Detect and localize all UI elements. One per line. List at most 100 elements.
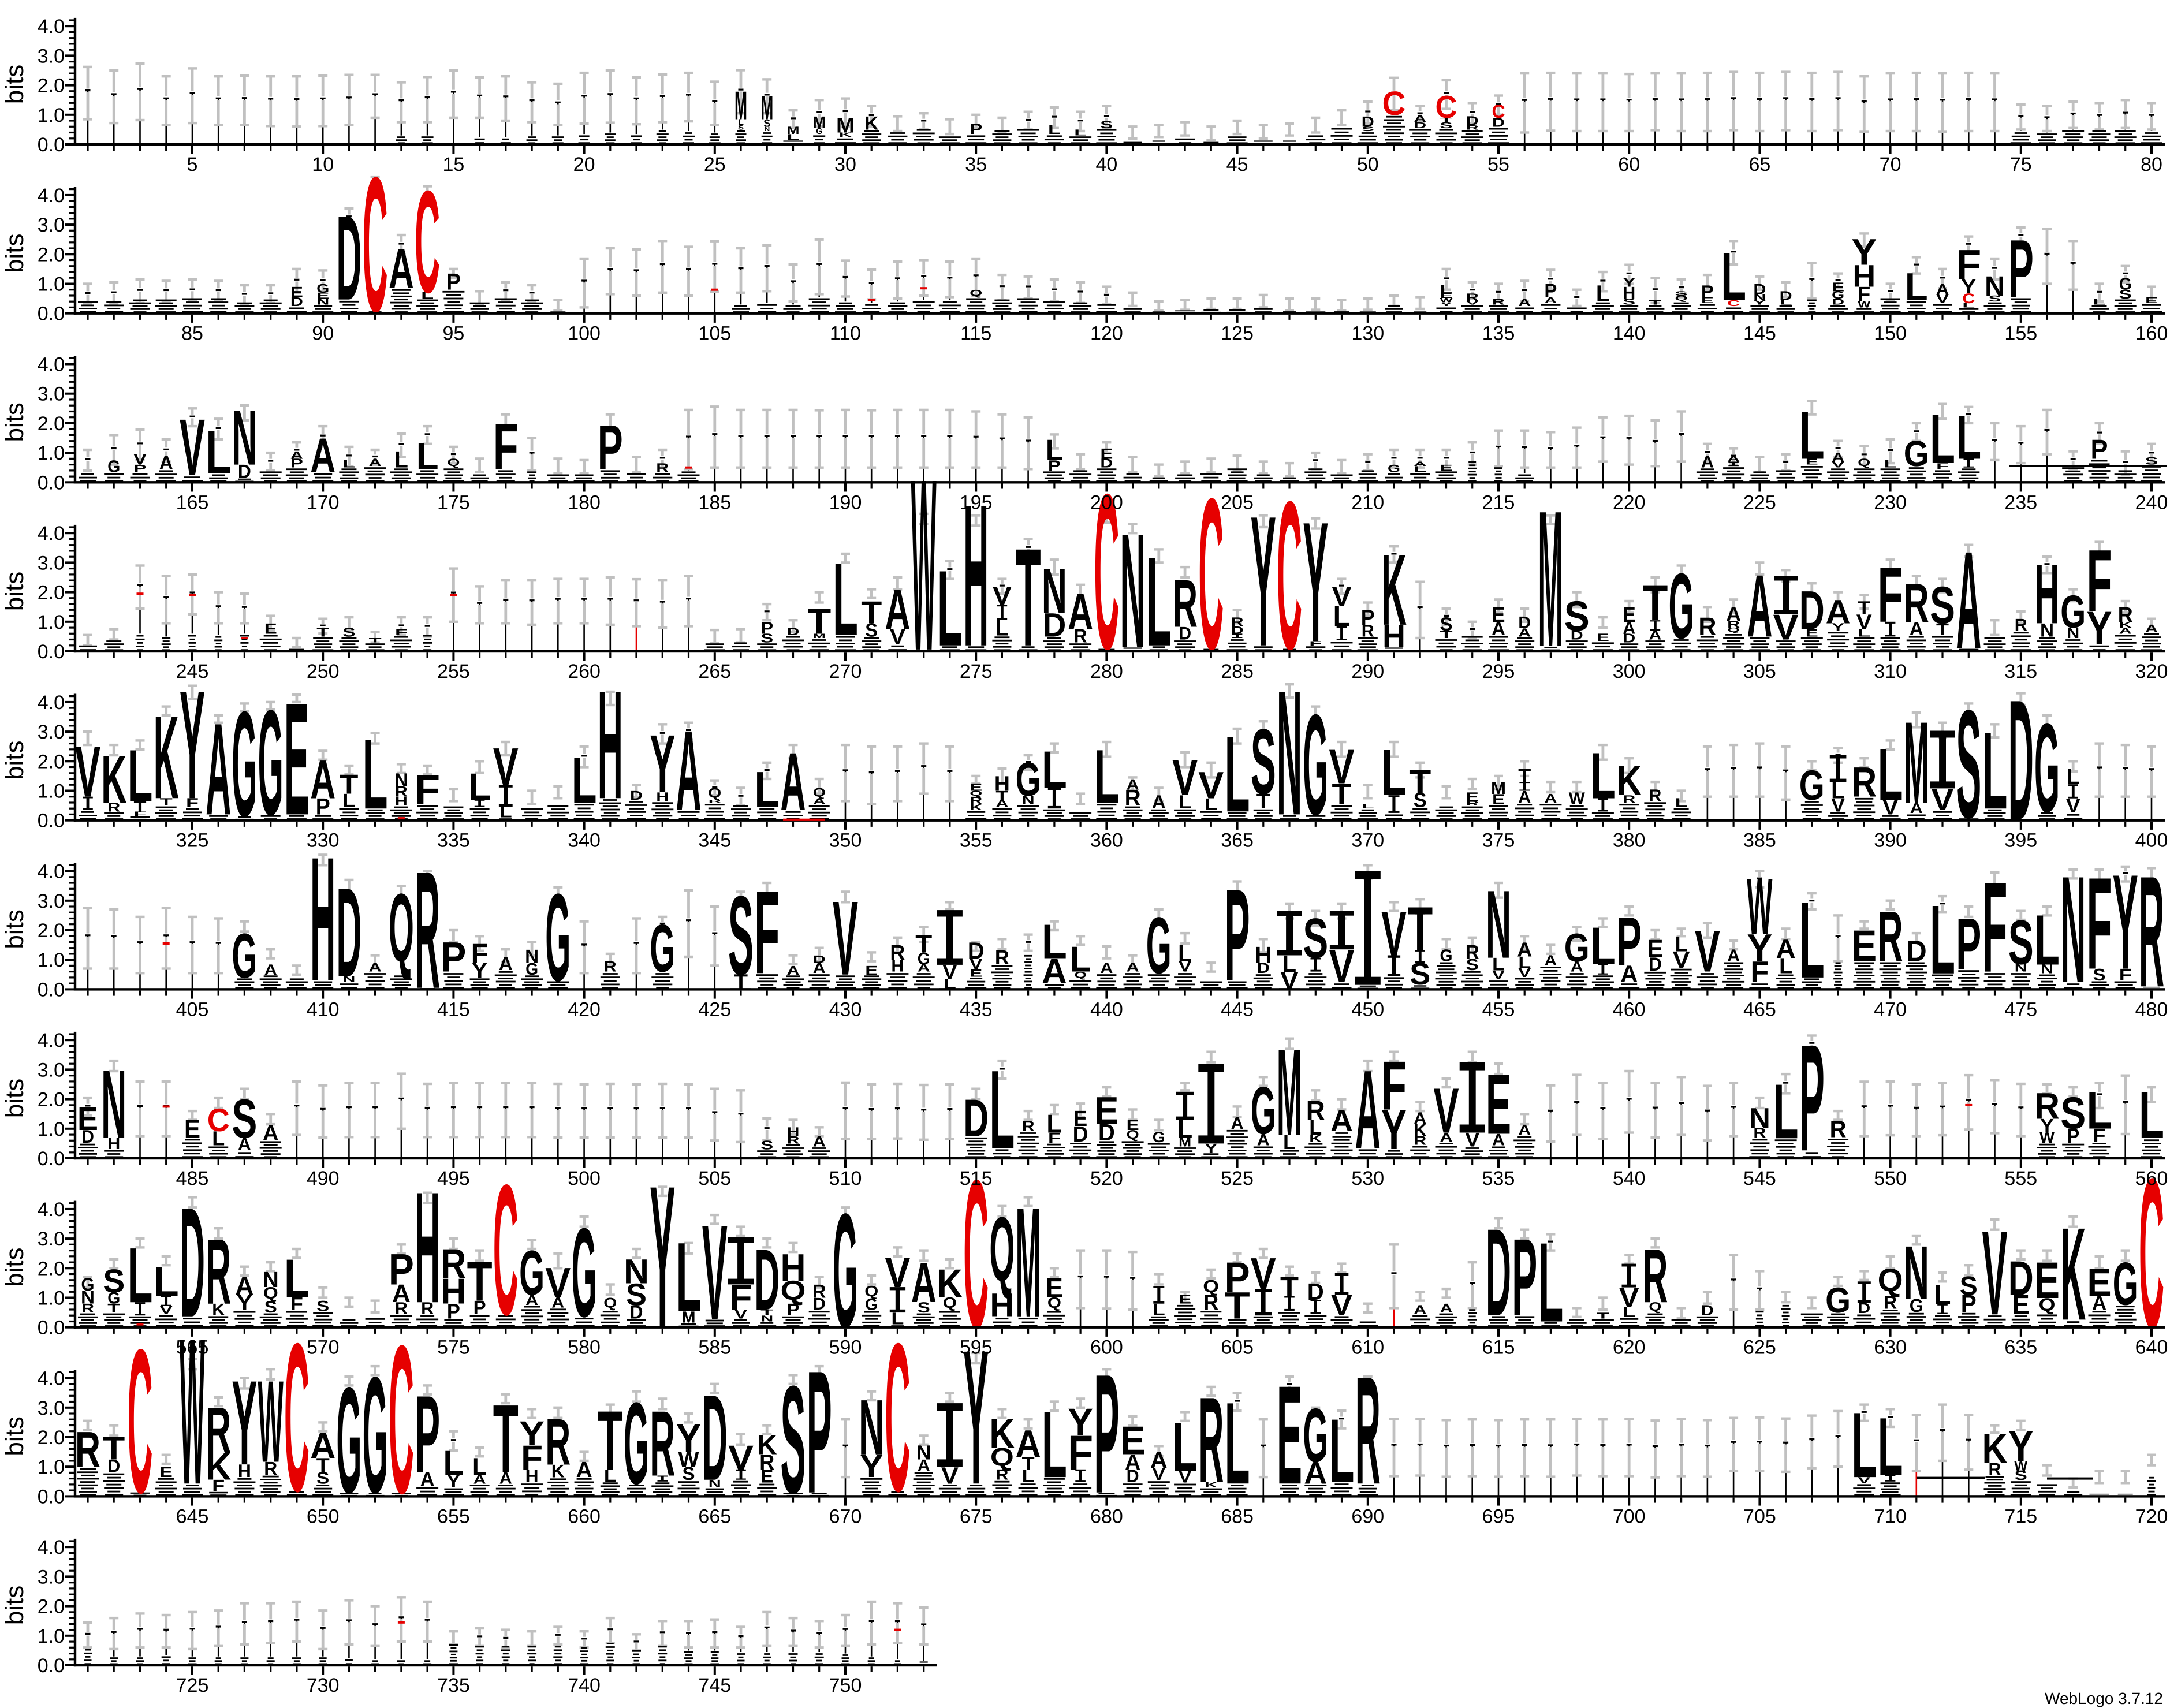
svg-text:E: E <box>1701 296 1714 305</box>
svg-text:L: L <box>2067 765 2080 789</box>
svg-text:R: R <box>2118 603 2133 626</box>
svg-text:A: A <box>676 707 702 835</box>
svg-text:L: L <box>499 804 512 821</box>
svg-text:L: L <box>1721 239 1746 315</box>
svg-text:W: W <box>1858 299 1870 309</box>
svg-text:A: A <box>781 736 806 828</box>
svg-text:S: S <box>1440 614 1453 635</box>
svg-text:T: T <box>1409 763 1431 800</box>
svg-text:H: H <box>1852 259 1876 294</box>
svg-text:R: R <box>1727 619 1740 630</box>
svg-text:K: K <box>864 113 878 134</box>
svg-text:R: R <box>1851 759 1877 806</box>
svg-text:E: E <box>1492 791 1505 807</box>
svg-text:T: T <box>134 798 147 815</box>
svg-text:R: R <box>1466 292 1479 303</box>
svg-text:G: G <box>2034 698 2060 840</box>
svg-text:S: S <box>865 620 878 641</box>
svg-text:Q: Q <box>447 457 460 468</box>
svg-text:A: A <box>2119 626 2132 635</box>
svg-text:Y: Y <box>2087 602 2112 654</box>
svg-text:A: A <box>1414 113 1426 124</box>
svg-text:P: P <box>1225 863 1250 1009</box>
svg-text:G: G <box>1799 762 1825 809</box>
svg-text:C: C <box>1436 89 1457 125</box>
svg-text:V: V <box>1882 795 1898 819</box>
svg-text:A: A <box>310 749 335 811</box>
svg-text:L: L <box>754 762 780 818</box>
svg-text:H: H <box>598 659 623 832</box>
svg-text:L: L <box>128 734 153 817</box>
svg-text:L: L <box>1440 282 1453 297</box>
svg-text:L: L <box>1070 939 1091 980</box>
svg-text:S: S <box>1251 710 1276 814</box>
svg-text:A: A <box>813 796 826 805</box>
svg-text:L: L <box>1799 398 1825 473</box>
svg-text:A: A <box>1414 460 1426 467</box>
svg-text:F: F <box>471 938 489 969</box>
svg-text:S: S <box>1414 789 1427 811</box>
svg-text:C: C <box>1962 290 1975 306</box>
svg-text:V: V <box>493 737 519 796</box>
svg-text:R: R <box>1466 124 1479 131</box>
svg-text:S: S <box>1623 297 1635 306</box>
svg-text:M: M <box>1491 779 1506 798</box>
svg-text:R: R <box>604 959 617 975</box>
svg-text:D: D <box>1753 281 1766 297</box>
svg-text:P: P <box>134 463 147 474</box>
svg-text:H: H <box>656 790 669 804</box>
svg-text:A: A <box>1518 788 1531 807</box>
svg-text:N: N <box>1042 556 1067 627</box>
svg-text:L: L <box>1982 710 2008 833</box>
svg-text:A: A <box>885 578 910 642</box>
svg-text:V: V <box>1936 292 1949 306</box>
svg-text:L: L <box>1205 795 1217 814</box>
svg-text:D: D <box>1571 628 1583 643</box>
svg-text:N: N <box>525 946 539 967</box>
svg-text:D: D <box>1492 115 1505 130</box>
svg-text:R: R <box>1649 786 1661 805</box>
svg-text:L: L <box>1884 458 1897 469</box>
svg-text:G: G <box>2060 586 2086 638</box>
svg-text:N: N <box>1985 271 2005 302</box>
svg-text:F: F <box>2087 532 2112 631</box>
svg-text:D: D <box>787 625 800 637</box>
svg-text:T: T <box>1440 117 1453 124</box>
svg-text:Y: Y <box>1753 299 1766 305</box>
svg-text:A: A <box>310 428 335 483</box>
svg-text:M: M <box>836 114 855 137</box>
svg-text:D: D <box>1100 456 1113 471</box>
svg-text:F: F <box>186 796 199 810</box>
svg-text:A: A <box>1068 583 1093 640</box>
svg-text:K: K <box>2119 620 2132 629</box>
svg-text:L: L <box>1780 299 1792 305</box>
svg-text:G: G <box>1146 901 1172 991</box>
svg-text:F: F <box>395 628 408 637</box>
svg-text:D: D <box>1518 613 1531 632</box>
svg-text:E: E <box>264 620 277 637</box>
svg-text:E: E <box>290 284 303 300</box>
svg-text:A: A <box>206 696 231 843</box>
svg-text:V: V <box>890 625 905 648</box>
svg-text:A: A <box>290 449 303 461</box>
svg-text:Q: Q <box>1675 294 1688 303</box>
svg-text:G: G <box>2119 274 2132 293</box>
svg-text:E: E <box>1100 445 1113 462</box>
svg-text:Y: Y <box>1303 487 1328 679</box>
svg-text:S: S <box>1564 592 1590 640</box>
svg-text:F: F <box>415 766 440 814</box>
svg-text:A: A <box>1100 960 1113 976</box>
svg-text:A: A <box>1747 557 1772 656</box>
svg-text:F: F <box>134 810 147 817</box>
svg-text:E: E <box>1440 463 1453 472</box>
svg-text:A: A <box>1826 593 1851 631</box>
svg-text:R: R <box>1172 566 1198 642</box>
svg-text:R: R <box>709 799 721 803</box>
svg-text:D: D <box>1780 289 1792 303</box>
svg-text:Y: Y <box>180 659 205 832</box>
svg-text:C: C <box>1727 299 1740 308</box>
svg-text:L: L <box>363 719 388 830</box>
svg-text:P: P <box>290 456 303 471</box>
svg-text:N: N <box>764 125 770 132</box>
svg-text:D: D <box>813 953 826 965</box>
